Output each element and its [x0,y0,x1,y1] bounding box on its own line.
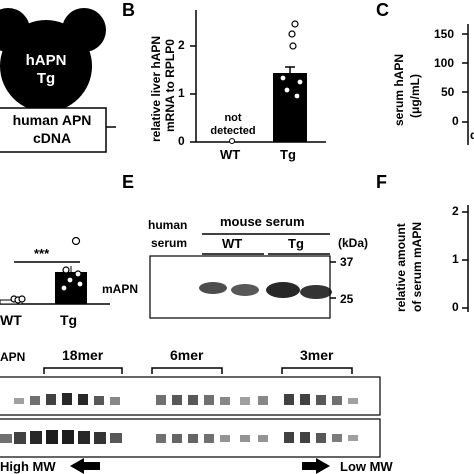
significance-stars: *** [34,246,50,261]
panel-c-ytick-50: 50 [441,85,455,99]
panel-letter-b: B [122,0,135,20]
panel-f-ytick-0: 0 [452,300,459,314]
construct-label-2: cDNA [32,130,72,146]
panel-b-ylabel-1: relative liver hAPN [149,35,163,142]
kda-label: (kDa) [338,236,369,250]
panel-c-ytick-100: 100 [434,56,455,70]
col-tg: Tg [288,236,304,251]
panel-g-brackets [43,367,353,374]
mouse-label-tg: Tg [36,70,56,87]
marker-25: 25 [340,292,354,306]
panel-b-xlabel-tg: Tg [280,147,296,162]
row-label-mapn: mAPN [102,282,139,296]
not-detected-1: not [224,112,242,124]
band-6mer: 6mer [170,347,204,363]
col-wt: WT [222,236,243,251]
marker-37: 37 [340,255,354,269]
col-human-1: human [148,218,188,232]
blot-bands-g1 [14,393,358,405]
blot-bands-g2 [0,430,358,444]
panel-f-ytick-1: 1 [452,252,459,266]
panel-c-ytick-0: 0 [452,114,459,128]
panel-c-ylabel-2: (μg/mL) [408,74,422,118]
band-3mer: 3mer [300,347,334,363]
arrow-right-icon [302,458,330,474]
col-human-2: serum [151,236,188,250]
mouse-label-hapn: hAPN [25,52,67,69]
panel-letter-c: C [376,0,389,20]
panel-b-xlabel-wt: WT [220,147,241,162]
panel-b-ylabel-2: mRNA to RPLP0 [163,39,177,132]
panel-c-ylabel-1: serum hAPN [392,53,406,126]
arrow-left-icon [70,458,100,474]
panel-f-ytick-2: 2 [452,204,459,218]
panel-f-ylabel-2: of serum mAPN [410,221,424,312]
panel-e-headers [202,233,336,299]
row-label-apn: APN [0,350,26,364]
low-mw-label: Low MW [340,459,393,474]
panel-f-axes [462,205,469,312]
mouse-head-icon [0,8,106,112]
panel-d-xlabel-tg: Tg [60,312,78,328]
panel-f-ylabel-1: relative amount [394,223,408,312]
construct-label-1: human APN [12,112,92,128]
panel-b-ytick-1: 1 [178,86,185,100]
panel-letter-e: E [122,172,135,192]
points-wt-d [10,295,26,304]
high-mw-label: High MW [0,459,56,474]
panel-letter-f: F [376,172,387,192]
points-tg-d [60,236,84,292]
construct-box [0,107,107,153]
panel-d-xlabel-wt: WT [0,312,22,328]
point-wt-b [229,138,235,144]
band-18mer: 18mer [62,347,104,363]
points-tg-b [279,20,304,100]
col-mouse-serum: mouse serum [220,214,305,229]
not-detected-2: detected [210,125,256,137]
panel-b-ytick-0: 0 [178,134,185,148]
panel-c-partial-text: d [470,128,474,142]
panel-b-ytick-2: 2 [178,38,185,52]
blot-bands-e [199,282,332,299]
panel-c-ytick-150: 150 [434,27,455,41]
panel-c-axes [462,24,469,145]
